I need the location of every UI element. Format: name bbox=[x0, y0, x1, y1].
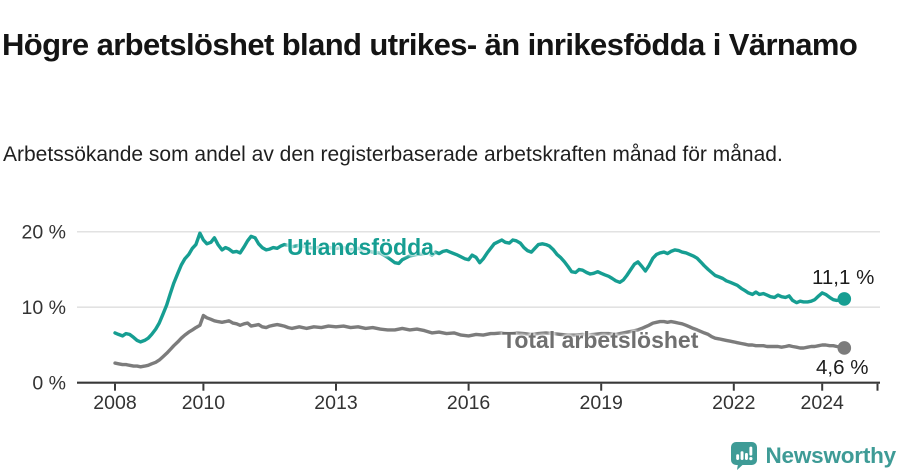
gridlines bbox=[77, 230, 880, 309]
series-label-utlandsfodda: Utlandsfödda bbox=[287, 234, 434, 260]
svg-text:2008: 2008 bbox=[93, 392, 136, 414]
svg-text:0 %: 0 % bbox=[32, 373, 66, 395]
y-axis-tick-labels: 20 % 10 % 0 % bbox=[22, 222, 66, 395]
series-end-dots bbox=[837, 292, 852, 355]
end-value-label-total: 4,6 % bbox=[816, 356, 869, 379]
svg-text:2013: 2013 bbox=[314, 392, 357, 414]
newsworthy-logo-icon bbox=[731, 442, 758, 470]
chart-subtitle: Arbetssökande som andel av den registerb… bbox=[3, 143, 783, 166]
newsworthy-attribution: Newsworthy bbox=[731, 442, 896, 470]
svg-text:2019: 2019 bbox=[580, 392, 623, 414]
svg-text:2022: 2022 bbox=[712, 392, 755, 414]
svg-text:20 %: 20 % bbox=[22, 222, 66, 244]
series-label-total-arbetsloshet: Total arbetslöshet bbox=[502, 327, 699, 353]
end-value-label-utlandsfodda: 11,1 % bbox=[812, 266, 875, 289]
svg-text:2024: 2024 bbox=[801, 392, 845, 414]
chart-title: Högre arbetslöshet bland utrikes- än inr… bbox=[2, 26, 858, 62]
newsworthy-brand-name: Newsworthy bbox=[765, 443, 896, 468]
svg-text:2016: 2016 bbox=[447, 392, 490, 414]
svg-text:10 %: 10 % bbox=[22, 297, 66, 319]
x-axis-tick-labels: 2008 2010 2013 2016 2019 2022 2024 bbox=[93, 392, 844, 414]
data-series-lines bbox=[113, 231, 846, 369]
x-axis bbox=[77, 381, 880, 391]
svg-text:2010: 2010 bbox=[182, 392, 226, 414]
